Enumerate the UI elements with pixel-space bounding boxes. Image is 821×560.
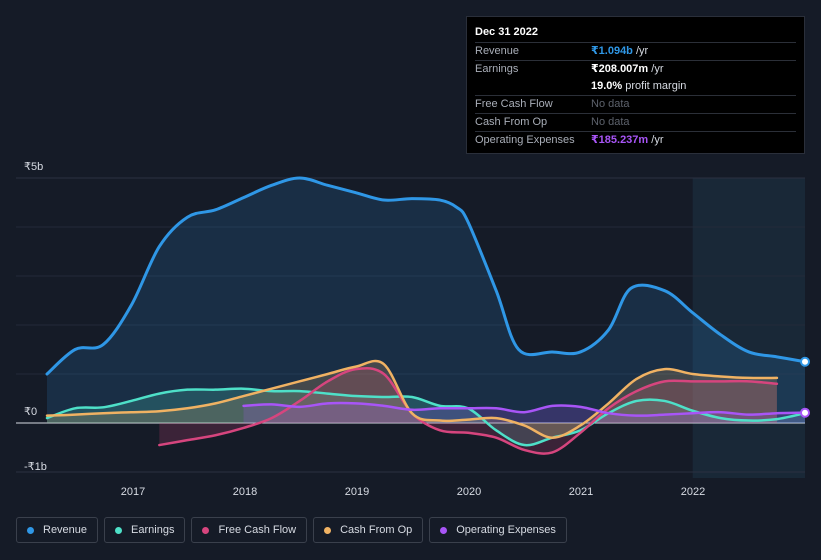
x-tick-label: 2022 <box>681 486 705 498</box>
tooltip-unit: /yr <box>632 45 649 57</box>
legend-item-revenue[interactable]: Revenue <box>16 517 99 543</box>
data-tooltip: Dec 31 2022 Revenue ₹1.094b /yr Earnings… <box>466 16 805 154</box>
chart-legend: Revenue Earnings Free Cash Flow Cash Fro… <box>16 517 567 543</box>
revenue-end-marker <box>800 356 810 367</box>
legend-label: Revenue <box>43 524 88 536</box>
tooltip-row-cash-from-op: Cash From Op No data <box>475 113 796 131</box>
earnings-line <box>45 387 807 447</box>
y-axis-ticks: ₹5b ₹0 -₹1b <box>24 161 47 473</box>
tooltip-number: ₹185.237m <box>591 134 649 146</box>
tooltip-unit: /yr <box>648 134 664 146</box>
x-tick-label: 2018 <box>233 486 257 498</box>
free-cash-flow-area <box>159 368 777 454</box>
tooltip-key: Free Cash Flow <box>475 98 553 110</box>
tooltip-number: ₹208.007m <box>591 63 649 75</box>
tooltip-value: No data <box>591 98 630 110</box>
x-axis-ticks: 2017 2018 2019 2020 2021 2022 <box>121 486 705 498</box>
legend-item-operating-expenses[interactable]: Operating Expenses <box>429 517 567 543</box>
tooltip-number: ₹1.094b <box>591 45 633 57</box>
tooltip-row-margin: 19.0% profit margin <box>475 78 796 95</box>
series-lines <box>45 176 807 455</box>
tooltip-row-free-cash-flow: Free Cash Flow No data <box>475 95 796 113</box>
series-end-markers <box>800 356 810 418</box>
legend-label: Free Cash Flow <box>218 524 297 536</box>
tooltip-date: Dec 31 2022 <box>475 26 538 38</box>
legend-dot-icon <box>202 526 210 534</box>
tooltip-key: Revenue <box>475 45 520 57</box>
gridlines <box>16 177 805 473</box>
legend-dot-icon <box>440 526 448 534</box>
x-tick-label: 2019 <box>345 486 369 498</box>
x-tick-label: 2020 <box>457 486 481 498</box>
legend-label: Cash From Op <box>340 524 413 536</box>
tooltip-value: No data <box>591 116 630 128</box>
chart-svg: ₹5b ₹0 -₹1b 2017 2018 2019 2020 2021 202… <box>16 161 810 498</box>
tooltip-row-revenue: Revenue ₹1.094b /yr <box>475 42 796 60</box>
x-tick-label: 2021 <box>569 486 593 498</box>
legend-item-free-cash-flow[interactable]: Free Cash Flow <box>191 517 308 543</box>
tooltip-key: Earnings <box>475 63 519 75</box>
revenue-line <box>45 176 807 376</box>
legend-item-cash-from-op[interactable]: Cash From Op <box>313 517 424 543</box>
cash-from-op-line <box>45 359 779 439</box>
legend-dot-icon <box>115 526 123 534</box>
tooltip-row-earnings: Earnings ₹208.007m /yr <box>475 60 796 78</box>
y-tick-label: ₹5b <box>24 161 43 173</box>
tooltip-value: ₹185.237m /yr <box>591 132 663 149</box>
tooltip-value: ₹1.094b /yr <box>591 43 648 60</box>
legend-label: Earnings <box>131 524 175 536</box>
earnings-area <box>47 388 805 446</box>
legend-item-earnings[interactable]: Earnings <box>104 517 186 543</box>
tooltip-unit: /yr <box>648 63 664 75</box>
operating-expenses-line <box>242 401 807 417</box>
tooltip-key: Cash From Op <box>475 116 548 128</box>
tooltip-unit: profit margin <box>622 80 687 92</box>
tooltip-row-operating-expenses: Operating Expenses ₹185.237m /yr <box>475 131 796 149</box>
series-areas <box>47 178 805 454</box>
legend-dot-icon <box>324 526 332 534</box>
legend-dot-icon <box>27 526 34 534</box>
cash-from-op-area <box>47 360 777 438</box>
x-tick-label: 2017 <box>121 486 145 498</box>
free-cash-flow-line <box>158 366 779 455</box>
tooltip-key: Operating Expenses <box>475 134 575 146</box>
tooltip-key <box>475 78 591 95</box>
y-tick-label: -₹1b <box>24 461 47 473</box>
operating-expenses-end-marker <box>800 407 810 418</box>
y-tick-label: ₹0 <box>24 406 37 418</box>
tooltip-number: 19.0% <box>591 80 623 92</box>
tooltip-value: ₹208.007m /yr <box>591 61 663 78</box>
revenue-area <box>47 178 805 423</box>
legend-label: Operating Expenses <box>456 524 556 536</box>
tooltip-value: 19.0% profit margin <box>591 78 686 95</box>
